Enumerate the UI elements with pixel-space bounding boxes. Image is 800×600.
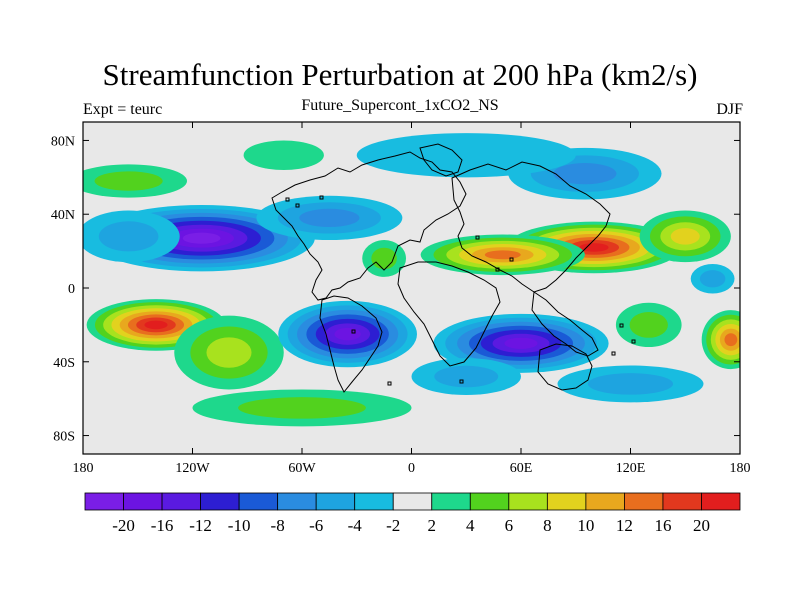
field-contour bbox=[334, 327, 361, 341]
coastlines bbox=[271, 143, 636, 393]
lon-tick-label: 120W bbox=[175, 461, 210, 476]
colorbar-label: 2 bbox=[428, 516, 437, 535]
field-feature bbox=[557, 365, 704, 403]
field-feature bbox=[192, 389, 412, 427]
colorbar-box bbox=[701, 492, 741, 511]
colorbar: -20 -16 -12 -10 -8 -6 -4 -2 2 4 6 8 10 12 16 20 bbox=[84, 492, 741, 535]
field-contour bbox=[206, 337, 252, 368]
lat-tick-label: 40S bbox=[53, 356, 75, 371]
lon-tick-label: 60E bbox=[510, 461, 533, 476]
streamfunction-field bbox=[83, 133, 740, 427]
field-feature bbox=[690, 264, 735, 294]
field-feature bbox=[256, 195, 403, 241]
lon-tick-label: 120E bbox=[616, 461, 646, 476]
field-contour bbox=[356, 133, 576, 178]
field-contour bbox=[587, 373, 674, 395]
colorbar-label: 12 bbox=[616, 516, 633, 535]
field-feature bbox=[356, 133, 576, 178]
colorbar-box bbox=[161, 492, 201, 511]
field-contour bbox=[504, 337, 538, 349]
colorbar-label: -16 bbox=[151, 516, 174, 535]
colorbar-box bbox=[469, 492, 510, 511]
colorbar-label: -4 bbox=[348, 516, 363, 535]
season-label: DJF bbox=[716, 101, 743, 118]
colorbar-box bbox=[354, 492, 394, 511]
colorbar-box bbox=[123, 492, 163, 511]
axis-ticks: 180 120W 60W 0 60E 120E 180 80N 40N 0 40S 80S bbox=[51, 122, 751, 476]
experiment-label: Expt = teurc bbox=[83, 101, 163, 118]
field-contour bbox=[553, 163, 617, 185]
field-feature bbox=[411, 358, 521, 395]
lat-tick-label: 40N bbox=[51, 208, 75, 223]
field-feature bbox=[615, 302, 682, 348]
field-feature bbox=[420, 234, 585, 276]
colorbar-box bbox=[546, 492, 587, 511]
colorbar-label: -12 bbox=[189, 516, 212, 535]
field-feature bbox=[433, 313, 609, 373]
colorbar-box bbox=[392, 492, 433, 511]
colorbar-box bbox=[315, 492, 356, 511]
colorbar-label: 16 bbox=[654, 516, 671, 535]
colorbar-label: 4 bbox=[466, 516, 475, 535]
colorbar-label: -10 bbox=[228, 516, 251, 535]
field-contour bbox=[238, 397, 366, 419]
field-feature bbox=[83, 164, 188, 198]
colorbar-label: 10 bbox=[577, 516, 594, 535]
colorbar-label: -6 bbox=[309, 516, 323, 535]
lat-tick-label: 80N bbox=[51, 134, 75, 149]
field-contour bbox=[144, 320, 168, 330]
field-feature bbox=[243, 140, 324, 170]
colorbar-label: 8 bbox=[543, 516, 552, 535]
lon-tick-label: 0 bbox=[408, 461, 415, 476]
field-contour bbox=[94, 171, 163, 191]
plot-subtitle: Future_Supercont_1xCO2_NS bbox=[301, 97, 499, 114]
field-contour bbox=[699, 270, 726, 288]
colorbar-label: -20 bbox=[112, 516, 135, 535]
colorbar-label: 6 bbox=[505, 516, 514, 535]
lon-tick-label: 180 bbox=[730, 461, 751, 476]
colorbar-box bbox=[277, 492, 317, 511]
field-feature bbox=[701, 310, 740, 370]
lon-tick-label: 60W bbox=[288, 461, 316, 476]
field-contour bbox=[182, 232, 221, 244]
colorbar-box bbox=[585, 492, 625, 511]
field-feature bbox=[639, 210, 731, 263]
field-contour bbox=[724, 333, 738, 347]
colorbar-box bbox=[238, 492, 279, 511]
field-contour bbox=[98, 221, 159, 252]
colorbar-box bbox=[431, 492, 471, 511]
colorbar-label: 20 bbox=[693, 516, 710, 535]
field-contour bbox=[579, 243, 609, 252]
field-contour bbox=[434, 365, 499, 388]
field-feature bbox=[278, 300, 417, 368]
colorbar-label: -2 bbox=[386, 516, 400, 535]
lat-tick-label: 80S bbox=[53, 430, 75, 445]
field-contour bbox=[299, 208, 360, 228]
plot-title: Streamfunction Perturbation at 200 hPa (… bbox=[102, 57, 698, 92]
colorbar-box bbox=[662, 492, 702, 511]
field-contour bbox=[243, 140, 324, 170]
colorbar-box bbox=[508, 492, 548, 511]
lon-tick-label: 180 bbox=[73, 461, 94, 476]
colorbar-box bbox=[200, 492, 240, 511]
field-contour bbox=[484, 250, 521, 260]
field-contour bbox=[629, 311, 668, 338]
field-contour bbox=[670, 228, 700, 245]
lat-tick-label: 0 bbox=[68, 282, 75, 297]
colorbar-label: -8 bbox=[271, 516, 285, 535]
colorbar-box bbox=[84, 492, 124, 511]
colorbar-box bbox=[624, 492, 664, 511]
field-feature bbox=[174, 315, 284, 390]
field-feature bbox=[83, 210, 180, 263]
